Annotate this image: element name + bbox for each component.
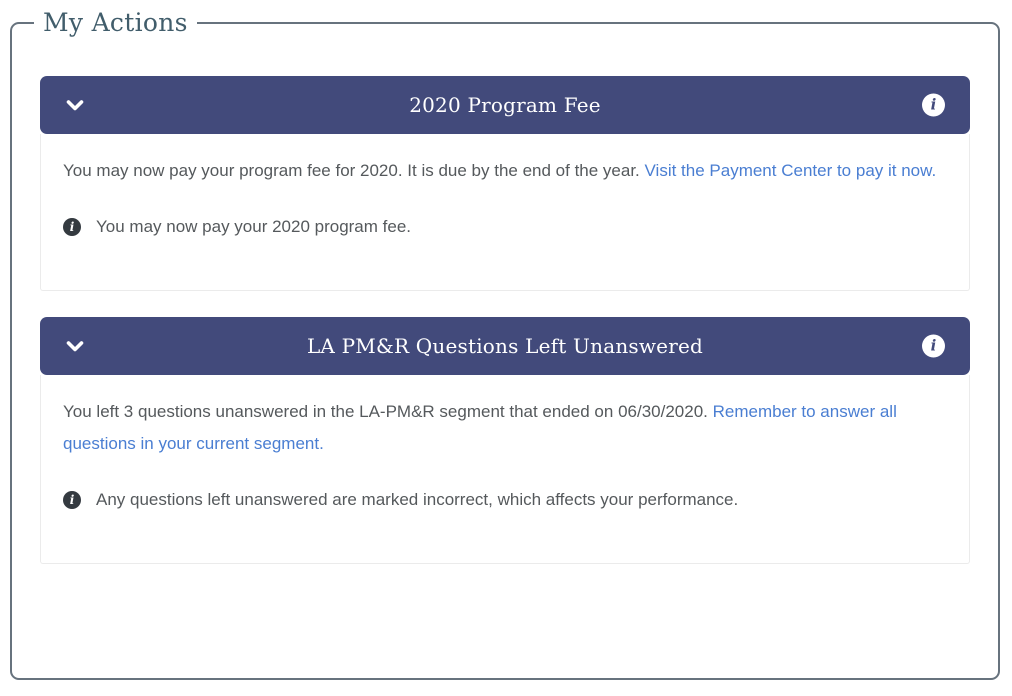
- panel-header-program-fee[interactable]: 2020 Program Fee i: [40, 76, 970, 134]
- panel-message-text: You may now pay your program fee for 202…: [63, 161, 640, 180]
- panel-note-text: You may now pay your 2020 program fee.: [96, 217, 412, 236]
- panels-container: 2020 Program Fee i You may now pay your …: [12, 24, 998, 564]
- panel-title: LA PM&R Questions Left Unanswered: [306, 334, 704, 358]
- action-panel-unanswered-questions: LA PM&R Questions Left Unanswered i You …: [40, 317, 970, 564]
- info-icon[interactable]: i: [922, 334, 945, 358]
- panel-header-unanswered-questions[interactable]: LA PM&R Questions Left Unanswered i: [40, 317, 970, 375]
- payment-center-link[interactable]: Visit the Payment Center to pay it now.: [644, 161, 937, 180]
- panel-note-text: Any questions left unanswered are marked…: [96, 490, 739, 509]
- section-legend: My Actions: [34, 6, 197, 40]
- info-icon: i: [63, 218, 81, 236]
- panel-body: You may now pay your program fee for 202…: [40, 134, 970, 291]
- panel-body: You left 3 questions unanswered in the L…: [40, 375, 970, 564]
- chevron-down-icon[interactable]: [63, 93, 87, 117]
- info-icon: i: [63, 491, 81, 509]
- panel-note: i You may now pay your 2020 program fee.: [63, 214, 945, 240]
- info-icon[interactable]: i: [922, 93, 945, 117]
- panel-message: You may now pay your program fee for 202…: [63, 155, 945, 187]
- panel-message: You left 3 questions unanswered in the L…: [63, 396, 945, 460]
- current-segment-link[interactable]: Remember to answer all questions in your…: [63, 402, 897, 453]
- action-panel-program-fee: 2020 Program Fee i You may now pay your …: [40, 76, 970, 291]
- panel-note: i Any questions left unanswered are mark…: [63, 487, 945, 513]
- panel-title: 2020 Program Fee: [409, 93, 601, 117]
- chevron-down-icon[interactable]: [63, 334, 87, 358]
- panel-message-text: You left 3 questions unanswered in the L…: [63, 402, 708, 421]
- my-actions-section: My Actions 2020 Program Fee i You may no…: [10, 6, 1000, 680]
